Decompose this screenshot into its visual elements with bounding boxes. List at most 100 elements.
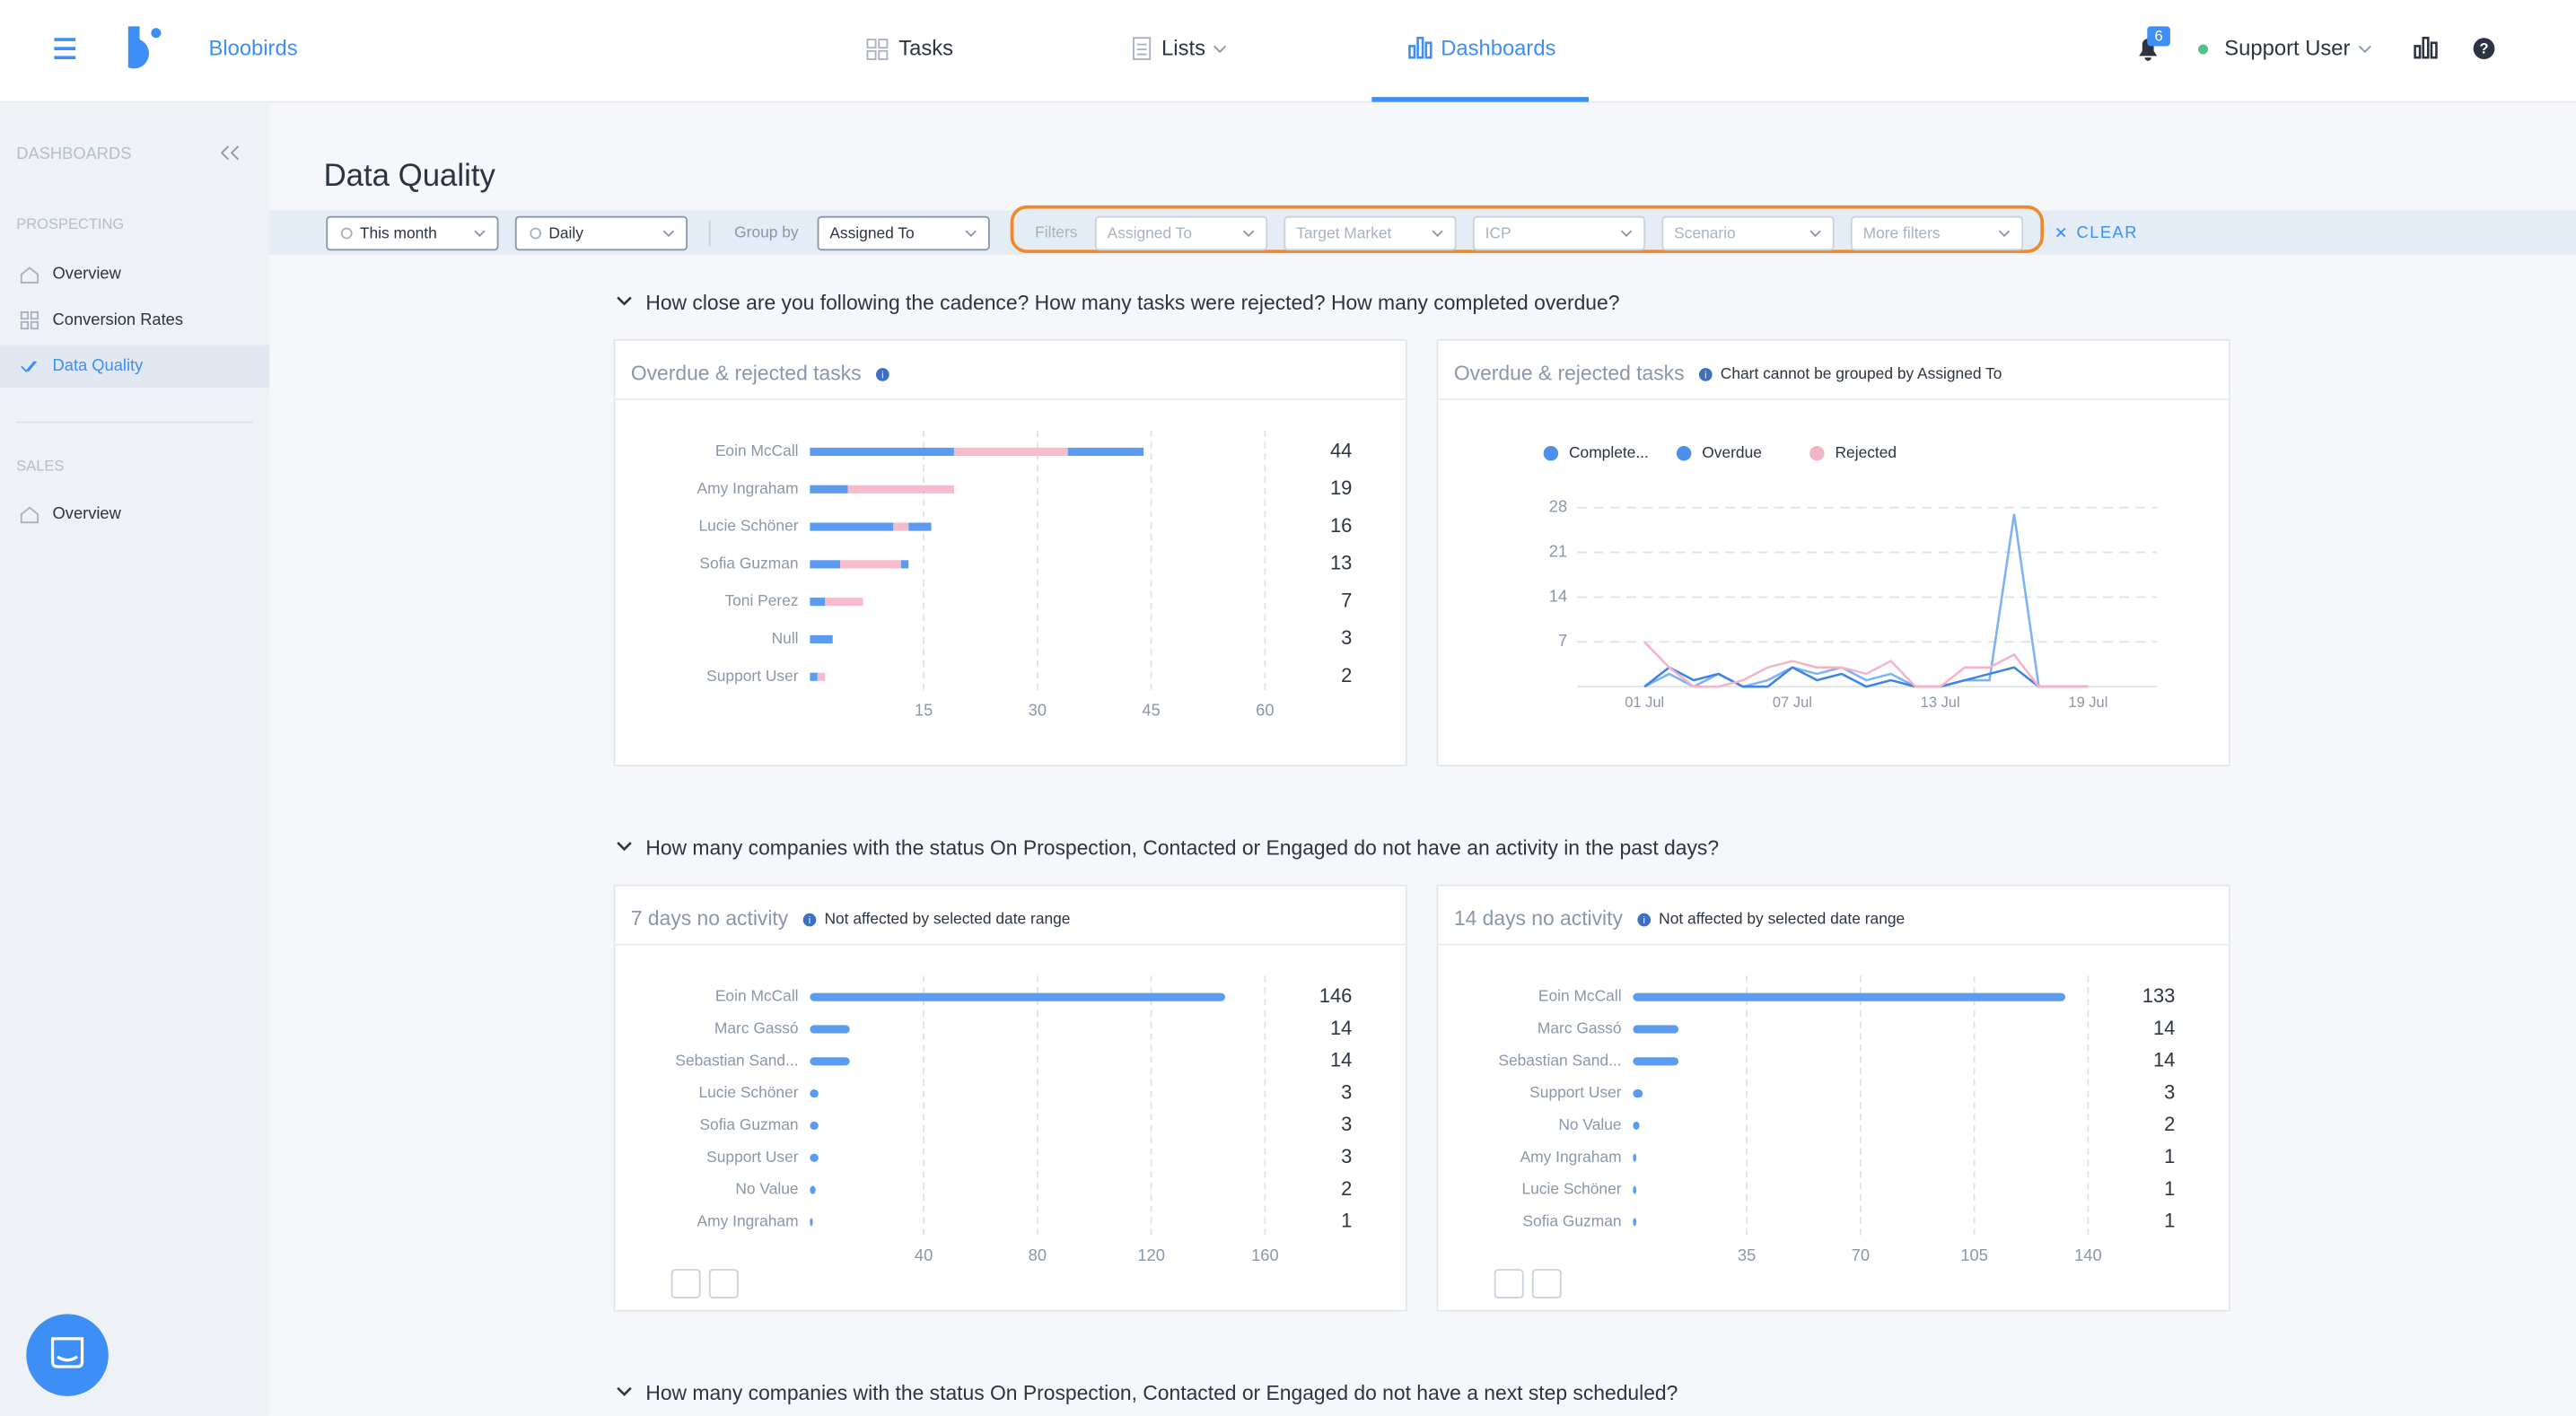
bar [1633,992,2066,1001]
logo[interactable] [127,26,150,69]
chat-button[interactable] [26,1314,109,1396]
category-label: Lucie Schöner [698,1083,798,1101]
section-toggle[interactable] [617,1386,632,1396]
clear-icon [2055,227,2066,238]
nav-lists[interactable]: Lists [1161,36,1205,60]
section-toggle[interactable] [617,842,632,852]
y-tick-label: 7 [1558,631,1567,650]
legend-swatch [1676,446,1692,461]
chart-note: Not affected by selected date range [824,910,1070,928]
scroll-down-button[interactable] [670,1269,701,1299]
nav-tasks[interactable]: Tasks [898,36,953,60]
value-label: 146 [1319,984,1353,1007]
top-bar [0,0,2576,102]
category-label: Eoin McCall [715,441,799,459]
bar-segment [953,447,1068,457]
filter-dropdown[interactable] [817,215,990,251]
sidebar-item[interactable]: Conversion Rates [53,310,183,328]
nav-dashboards[interactable]: Dashboards [1441,36,1555,60]
filter-dropdown[interactable] [1472,215,1646,251]
filter-chevron [1620,230,1633,238]
chart-title: 7 days no activity [631,906,789,930]
section-toggle[interactable] [617,296,632,306]
value-label: 133 [2142,984,2176,1007]
sidebar-item[interactable]: Data Quality [53,355,145,374]
total-label: 3 [1341,626,1352,649]
x-tick-label: 120 [1137,1246,1165,1264]
sidebar [0,103,270,1416]
total-label: 44 [1330,439,1352,461]
notifications-count: 6 [2155,29,2163,45]
legend-label: Rejected [1836,443,1897,461]
y-tick-label: 14 [1549,586,1567,605]
sidebar-item[interactable]: Overview [53,264,122,283]
overview-icon [20,506,39,524]
page-title: Data Quality [324,159,496,193]
bar-segment [810,485,848,494]
reports-icon[interactable] [2414,36,2438,59]
tasks-icon [866,39,889,60]
value-label: 3 [1341,1113,1352,1135]
category-label: Marc Gassó [714,1019,799,1037]
bar [1633,1218,1636,1227]
bar-segment [900,560,909,569]
brand[interactable]: Bloobirds [208,36,297,60]
lists-icon [1133,37,1152,60]
filter-dropdown[interactable] [326,215,499,251]
bar [810,1057,850,1066]
filters-highlight [1010,205,2044,253]
sidebar-item[interactable]: Overview [53,503,122,522]
sidebar-group: SALES [16,458,64,474]
chart-card [613,884,1407,1312]
clear-filters[interactable]: CLEAR [2077,223,2138,241]
help-icon[interactable] [2473,38,2495,60]
x-tick-label: 70 [1852,1246,1870,1264]
user-chevron [2358,45,2371,54]
filter-icon [530,227,542,240]
x-tick-label: 30 [1029,700,1047,719]
x-tick-label: 01 Jul [1625,695,1664,711]
filter-dropdown[interactable] [1094,215,1268,251]
value-label: 14 [2153,1017,2175,1039]
category-label: Eoin McCall [1538,987,1622,1005]
x-tick-label: 140 [2074,1246,2102,1264]
menu-button[interactable] [54,38,76,60]
filter-chevron [1809,230,1821,238]
sidebar-active [0,345,270,389]
bar [810,1218,813,1227]
chart-title: Overdue & rejected tasks [1454,361,1685,384]
scroll-down-button[interactable] [1494,1269,1524,1299]
chart-title: 14 days no activity [1454,906,1624,930]
category-label: Eoin McCall [715,987,799,1005]
filter-dropdown[interactable] [1284,215,1457,251]
scroll-up-button[interactable] [708,1269,739,1299]
section-question: How many companies with the status On Pr… [645,1381,1678,1404]
bar [810,992,1226,1001]
info-icon [802,913,817,927]
collapse-sidebar[interactable] [220,145,240,161]
category-label: Amy Ingraham [1520,1148,1622,1166]
filter-dropdown[interactable] [514,215,688,251]
filter-value: Daily [548,224,583,242]
bar-segment [810,598,826,607]
bar-segment [1067,447,1144,457]
bar-segment [810,447,954,457]
x-tick-label: 80 [1029,1246,1047,1264]
filter-dropdown[interactable] [1850,215,2024,251]
value-label: 2 [2164,1113,2175,1135]
filter-value: More filters [1863,224,1941,242]
y-tick-label: 21 [1549,541,1567,560]
filter-value: Assigned To [829,224,914,242]
filter-chevron [474,230,486,238]
filter-dropdown[interactable] [1661,215,1835,251]
value-label: 14 [1330,1017,1352,1039]
category-label: Sofia Guzman [699,1115,798,1133]
user-name[interactable]: Support User [2224,36,2350,60]
x-tick-label: 35 [1738,1246,1756,1264]
scroll-up-button[interactable] [1531,1269,1562,1299]
notifications-badge [2147,26,2170,47]
sidebar-title: DASHBOARDS [16,144,131,162]
info-icon [1637,913,1652,927]
filter-icon [340,227,353,240]
category-label: Support User [706,1148,799,1166]
